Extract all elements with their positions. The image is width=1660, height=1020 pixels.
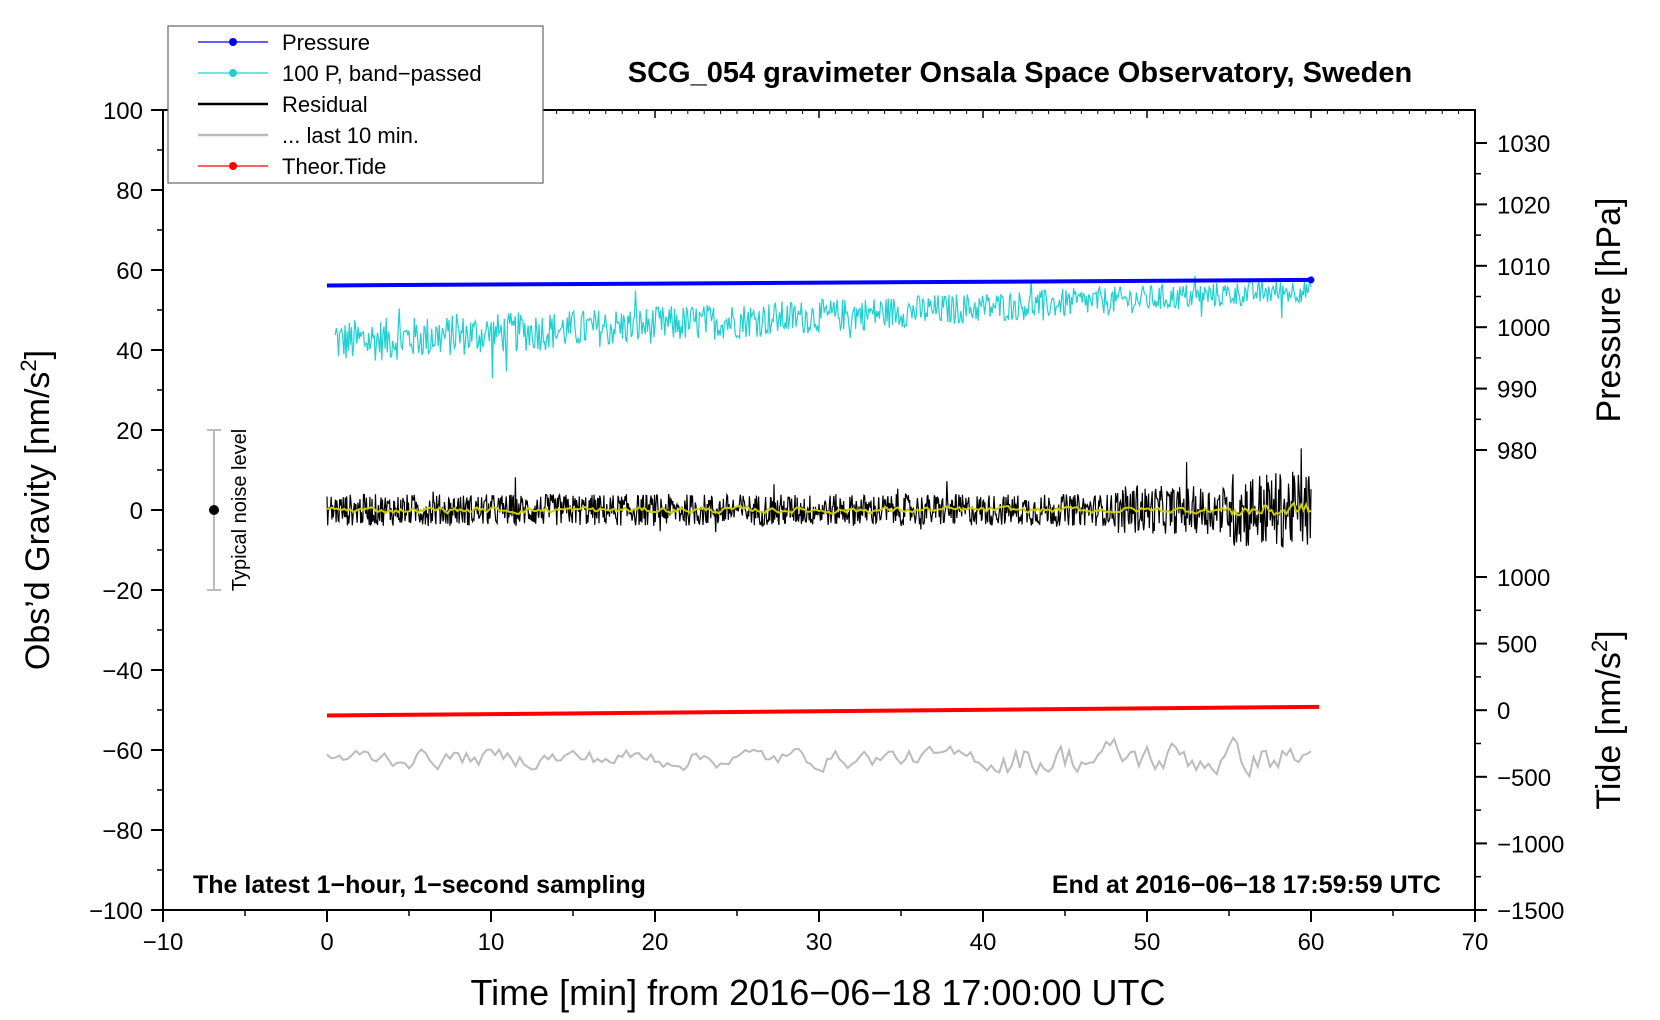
legend: Pressure 100 P, band−passed Residual ... la… xyxy=(167,25,544,184)
tide-tick-label: −1500 xyxy=(1497,898,1564,925)
series-layer xyxy=(326,275,1320,779)
x-tick-label: 60 xyxy=(1298,929,1325,956)
tide-tick-label: −1000 xyxy=(1497,831,1564,858)
y-left-tick-label: 20 xyxy=(116,418,143,445)
residual-line xyxy=(326,448,1312,548)
pressure-line xyxy=(326,277,1312,288)
y-left-tick-label: 40 xyxy=(116,338,143,365)
y-axis-pressure: 1030 1020 1010 1000 990 980 xyxy=(1475,131,1550,465)
y-left-tick-label: −20 xyxy=(102,578,143,605)
y-left-tick-label: −60 xyxy=(102,738,143,765)
legend-label: Pressure xyxy=(282,30,370,55)
annotation-bottom-left: The latest 1−hour, 1−second sampling xyxy=(193,871,646,899)
tide-tick-label: −500 xyxy=(1497,765,1551,792)
legend-marker xyxy=(229,69,237,77)
pressure-tick-label: 1010 xyxy=(1497,254,1550,281)
pressure-tick-label: 1030 xyxy=(1497,131,1550,158)
x-tick-label: 0 xyxy=(320,929,333,956)
legend-label: Residual xyxy=(282,92,368,117)
pressure-endpoint xyxy=(1307,276,1315,284)
noise-bar: Typical noise level xyxy=(207,429,251,591)
pressure-tick-label: 1020 xyxy=(1497,192,1550,219)
legend-marker xyxy=(229,162,237,170)
x-tick-label: 40 xyxy=(970,929,997,956)
x-tick-label: 30 xyxy=(806,929,833,956)
tide-tick-label: 500 xyxy=(1497,632,1537,659)
y-left-tick-label: −100 xyxy=(89,898,143,925)
pressure-tick-label: 980 xyxy=(1497,438,1537,465)
bandpassed-pressure-line xyxy=(334,275,1312,379)
y-left-tick-label: −80 xyxy=(102,818,143,845)
y-left-tick-label: 80 xyxy=(116,178,143,205)
x-axis-label: Time [min] from 2016−06−18 17:00:00 UTC xyxy=(470,972,1165,1013)
y-left-tick-label: 60 xyxy=(116,258,143,285)
legend-label: 100 P, band−passed xyxy=(282,61,482,86)
tide-tick-label: 0 xyxy=(1497,698,1510,725)
smoothed-residual-line xyxy=(326,501,1312,517)
y-axis-left: 100 80 60 40 20 0 −20 −40 −60 −80 −100 xyxy=(89,98,163,925)
x-tick-label: 20 xyxy=(642,929,669,956)
pressure-tick-label: 990 xyxy=(1497,377,1537,404)
annotation-bottom-right: End at 2016−06−18 17:59:59 UTC xyxy=(1052,871,1441,899)
y-left-tick-label: −40 xyxy=(102,658,143,685)
x-tick-label: 70 xyxy=(1462,929,1489,956)
y-axis-tide: 1000 500 0 −500 −1000 −1500 xyxy=(1475,565,1564,925)
legend-marker xyxy=(229,38,237,46)
legend-label: Theor.Tide xyxy=(282,154,386,179)
y-axis-left-label: Obs’d Gravity [nm/s2] xyxy=(16,350,57,670)
y-axis-tide-label: Tide [nm/s2] xyxy=(1587,630,1628,809)
tide-line xyxy=(326,704,1320,718)
x-axis: −10 0 10 20 30 40 50 60 70 xyxy=(143,110,1489,956)
x-tick-label: 50 xyxy=(1134,929,1161,956)
noise-bar-dot xyxy=(209,505,219,515)
y-axis-pressure-label: Pressure [hPa] xyxy=(1590,198,1628,423)
x-tick-label: −10 xyxy=(143,929,184,956)
tide-tick-label: 1000 xyxy=(1497,565,1550,592)
last-10-min-line xyxy=(326,735,1312,779)
x-tick-label: 10 xyxy=(478,929,505,956)
pressure-tick-label: 1000 xyxy=(1497,315,1550,342)
chart-title: SCG_054 gravimeter Onsala Space Observat… xyxy=(628,57,1412,89)
y-left-tick-label: 0 xyxy=(130,498,143,525)
legend-label: ... last 10 min. xyxy=(282,123,419,148)
noise-bar-label: Typical noise level xyxy=(229,429,251,591)
y-left-tick-label: 100 xyxy=(103,98,143,125)
